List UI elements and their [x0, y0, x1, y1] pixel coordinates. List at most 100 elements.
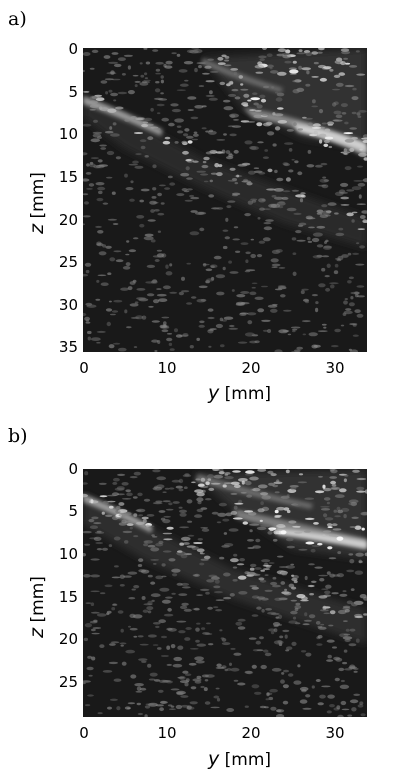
- speckle-dot: [313, 540, 318, 543]
- speckle-dot: [95, 541, 104, 545]
- speckle-dot: [208, 345, 212, 348]
- speckle-dot: [283, 309, 292, 312]
- speckle-dot: [196, 62, 206, 65]
- speckle-dot: [134, 301, 139, 304]
- speckle-dot: [222, 245, 228, 250]
- speckle-dot: [144, 155, 149, 158]
- speckle-dot: [317, 625, 323, 628]
- speckle-dot: [286, 545, 295, 549]
- speckle-dot: [311, 51, 318, 55]
- speckle-dot: [115, 106, 124, 110]
- speckle-dot: [314, 566, 323, 569]
- speckle-dot: [133, 132, 144, 134]
- speckle-dot: [268, 482, 275, 486]
- speckle-dot: [230, 647, 236, 650]
- speckle-dot: [237, 510, 245, 515]
- speckle-dot: [89, 104, 99, 108]
- speckle-dot: [277, 120, 288, 124]
- speckle-dot: [283, 163, 290, 167]
- speckle-dot: [107, 272, 112, 275]
- speckle-dot: [363, 613, 367, 616]
- speckle-dot: [108, 300, 112, 303]
- speckle-dot: [262, 565, 272, 567]
- speckle-dot: [230, 481, 240, 485]
- speckle-dot: [318, 48, 325, 51]
- speckle-dot: [225, 217, 229, 222]
- speckle-dot: [307, 149, 312, 154]
- speckle-dot: [258, 55, 267, 59]
- speckle-dot: [305, 652, 312, 657]
- speckle-dot: [253, 102, 259, 106]
- speckle-dot: [286, 537, 294, 542]
- speckle-dot: [83, 493, 88, 498]
- speckle-dot: [195, 639, 200, 643]
- speckle-dot: [357, 115, 362, 119]
- speckle-dot: [231, 88, 239, 92]
- speckle-dot: [357, 165, 363, 168]
- speckle-dot: [215, 323, 223, 329]
- speckle-dot: [315, 301, 319, 305]
- speckle-dot: [123, 575, 132, 578]
- speckle-dot: [247, 200, 254, 205]
- speckle-dot: [144, 72, 148, 76]
- speckle-dot: [354, 615, 364, 619]
- speckle-dot: [160, 326, 170, 329]
- speckle-dot: [165, 680, 173, 684]
- speckle-dot: [109, 257, 116, 262]
- speckle-dot: [201, 528, 210, 532]
- ultrasound-image-a: [83, 48, 367, 352]
- speckle-dot: [153, 209, 160, 212]
- speckle-dot: [180, 605, 188, 610]
- speckle-dot: [355, 638, 360, 643]
- speckle-dot: [274, 196, 284, 200]
- speckle-dot: [271, 266, 278, 268]
- speckle-dot: [312, 255, 322, 259]
- speckle-dot: [95, 298, 101, 301]
- speckle-dot: [337, 255, 344, 261]
- speckle-dot: [129, 476, 138, 479]
- speckle-dot: [141, 596, 146, 600]
- speckle-dot: [124, 309, 128, 314]
- speckle-dot: [206, 579, 215, 583]
- speckle-dot: [155, 61, 164, 65]
- speckle-dot: [108, 344, 115, 349]
- speckle-dot: [191, 138, 199, 141]
- speckle-dot: [168, 122, 175, 127]
- speckle-dot: [232, 566, 238, 569]
- speckle-dot: [121, 73, 126, 76]
- speckle-dot: [321, 255, 330, 258]
- speckle-dot: [232, 238, 240, 241]
- speckle-dot: [152, 644, 159, 646]
- speckle-dot: [179, 83, 189, 87]
- speckle-dot: [196, 643, 207, 647]
- speckle-dot: [223, 532, 228, 535]
- speckle-dot: [150, 209, 155, 213]
- speckle-dot: [190, 686, 197, 690]
- speckle-dot: [333, 270, 339, 275]
- speckle-dot: [224, 55, 230, 59]
- speckle-dot: [323, 139, 330, 144]
- speckle-dot: [349, 127, 358, 130]
- speckle-dot: [113, 342, 121, 345]
- panel-b-xtick-0: 0: [79, 724, 89, 742]
- panel-a-ytick-0: 0: [68, 40, 78, 58]
- speckle-dot: [102, 547, 108, 551]
- speckle-dot: [155, 575, 164, 580]
- speckle-dot: [150, 593, 161, 598]
- speckle-dot: [137, 712, 144, 716]
- speckle-dot: [113, 477, 120, 482]
- speckle-dot: [110, 641, 120, 644]
- speckle-dot: [229, 593, 235, 597]
- speckle-dot: [318, 574, 328, 577]
- speckle-dot: [244, 473, 254, 476]
- speckle-dot: [209, 328, 217, 331]
- speckle-dot: [276, 524, 286, 528]
- speckle-dot: [231, 125, 242, 128]
- speckle-dot: [270, 258, 279, 263]
- speckle-dot: [331, 523, 338, 527]
- speckle-dot: [246, 312, 257, 316]
- panel-a-xtick-0: 0: [79, 359, 89, 377]
- speckle-dot: [345, 308, 352, 311]
- speckle-dot: [297, 171, 303, 176]
- speckle-dot: [213, 606, 219, 609]
